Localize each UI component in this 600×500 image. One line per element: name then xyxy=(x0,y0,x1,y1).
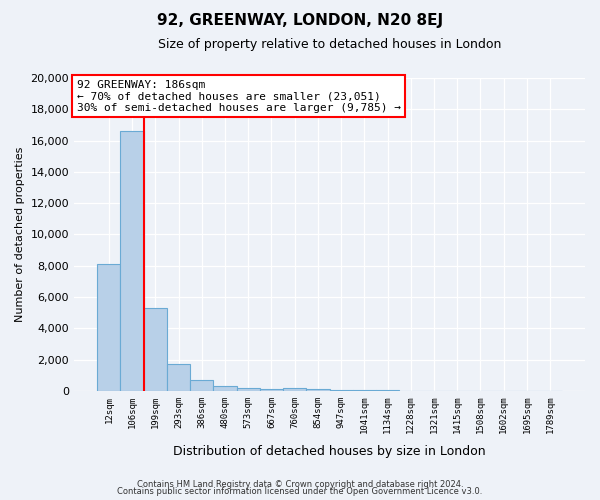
Y-axis label: Number of detached properties: Number of detached properties xyxy=(15,147,25,322)
Bar xyxy=(121,131,144,391)
Bar xyxy=(353,390,376,391)
Bar xyxy=(306,390,329,391)
Text: 92, GREENWAY, LONDON, N20 8EJ: 92, GREENWAY, LONDON, N20 8EJ xyxy=(157,12,443,28)
Text: 92 GREENWAY: 186sqm
← 70% of detached houses are smaller (23,051)
30% of semi-de: 92 GREENWAY: 186sqm ← 70% of detached ho… xyxy=(77,80,401,113)
Bar xyxy=(236,388,260,391)
Bar xyxy=(190,380,214,391)
Bar xyxy=(144,308,167,391)
X-axis label: Distribution of detached houses by size in London: Distribution of detached houses by size … xyxy=(173,444,486,458)
Bar xyxy=(260,388,283,391)
Bar xyxy=(283,388,306,391)
Bar xyxy=(97,264,121,391)
Title: Size of property relative to detached houses in London: Size of property relative to detached ho… xyxy=(158,38,501,51)
Bar xyxy=(329,390,353,391)
Bar xyxy=(214,386,236,391)
Text: Contains public sector information licensed under the Open Government Licence v3: Contains public sector information licen… xyxy=(118,488,482,496)
Bar xyxy=(167,364,190,391)
Text: Contains HM Land Registry data © Crown copyright and database right 2024.: Contains HM Land Registry data © Crown c… xyxy=(137,480,463,489)
